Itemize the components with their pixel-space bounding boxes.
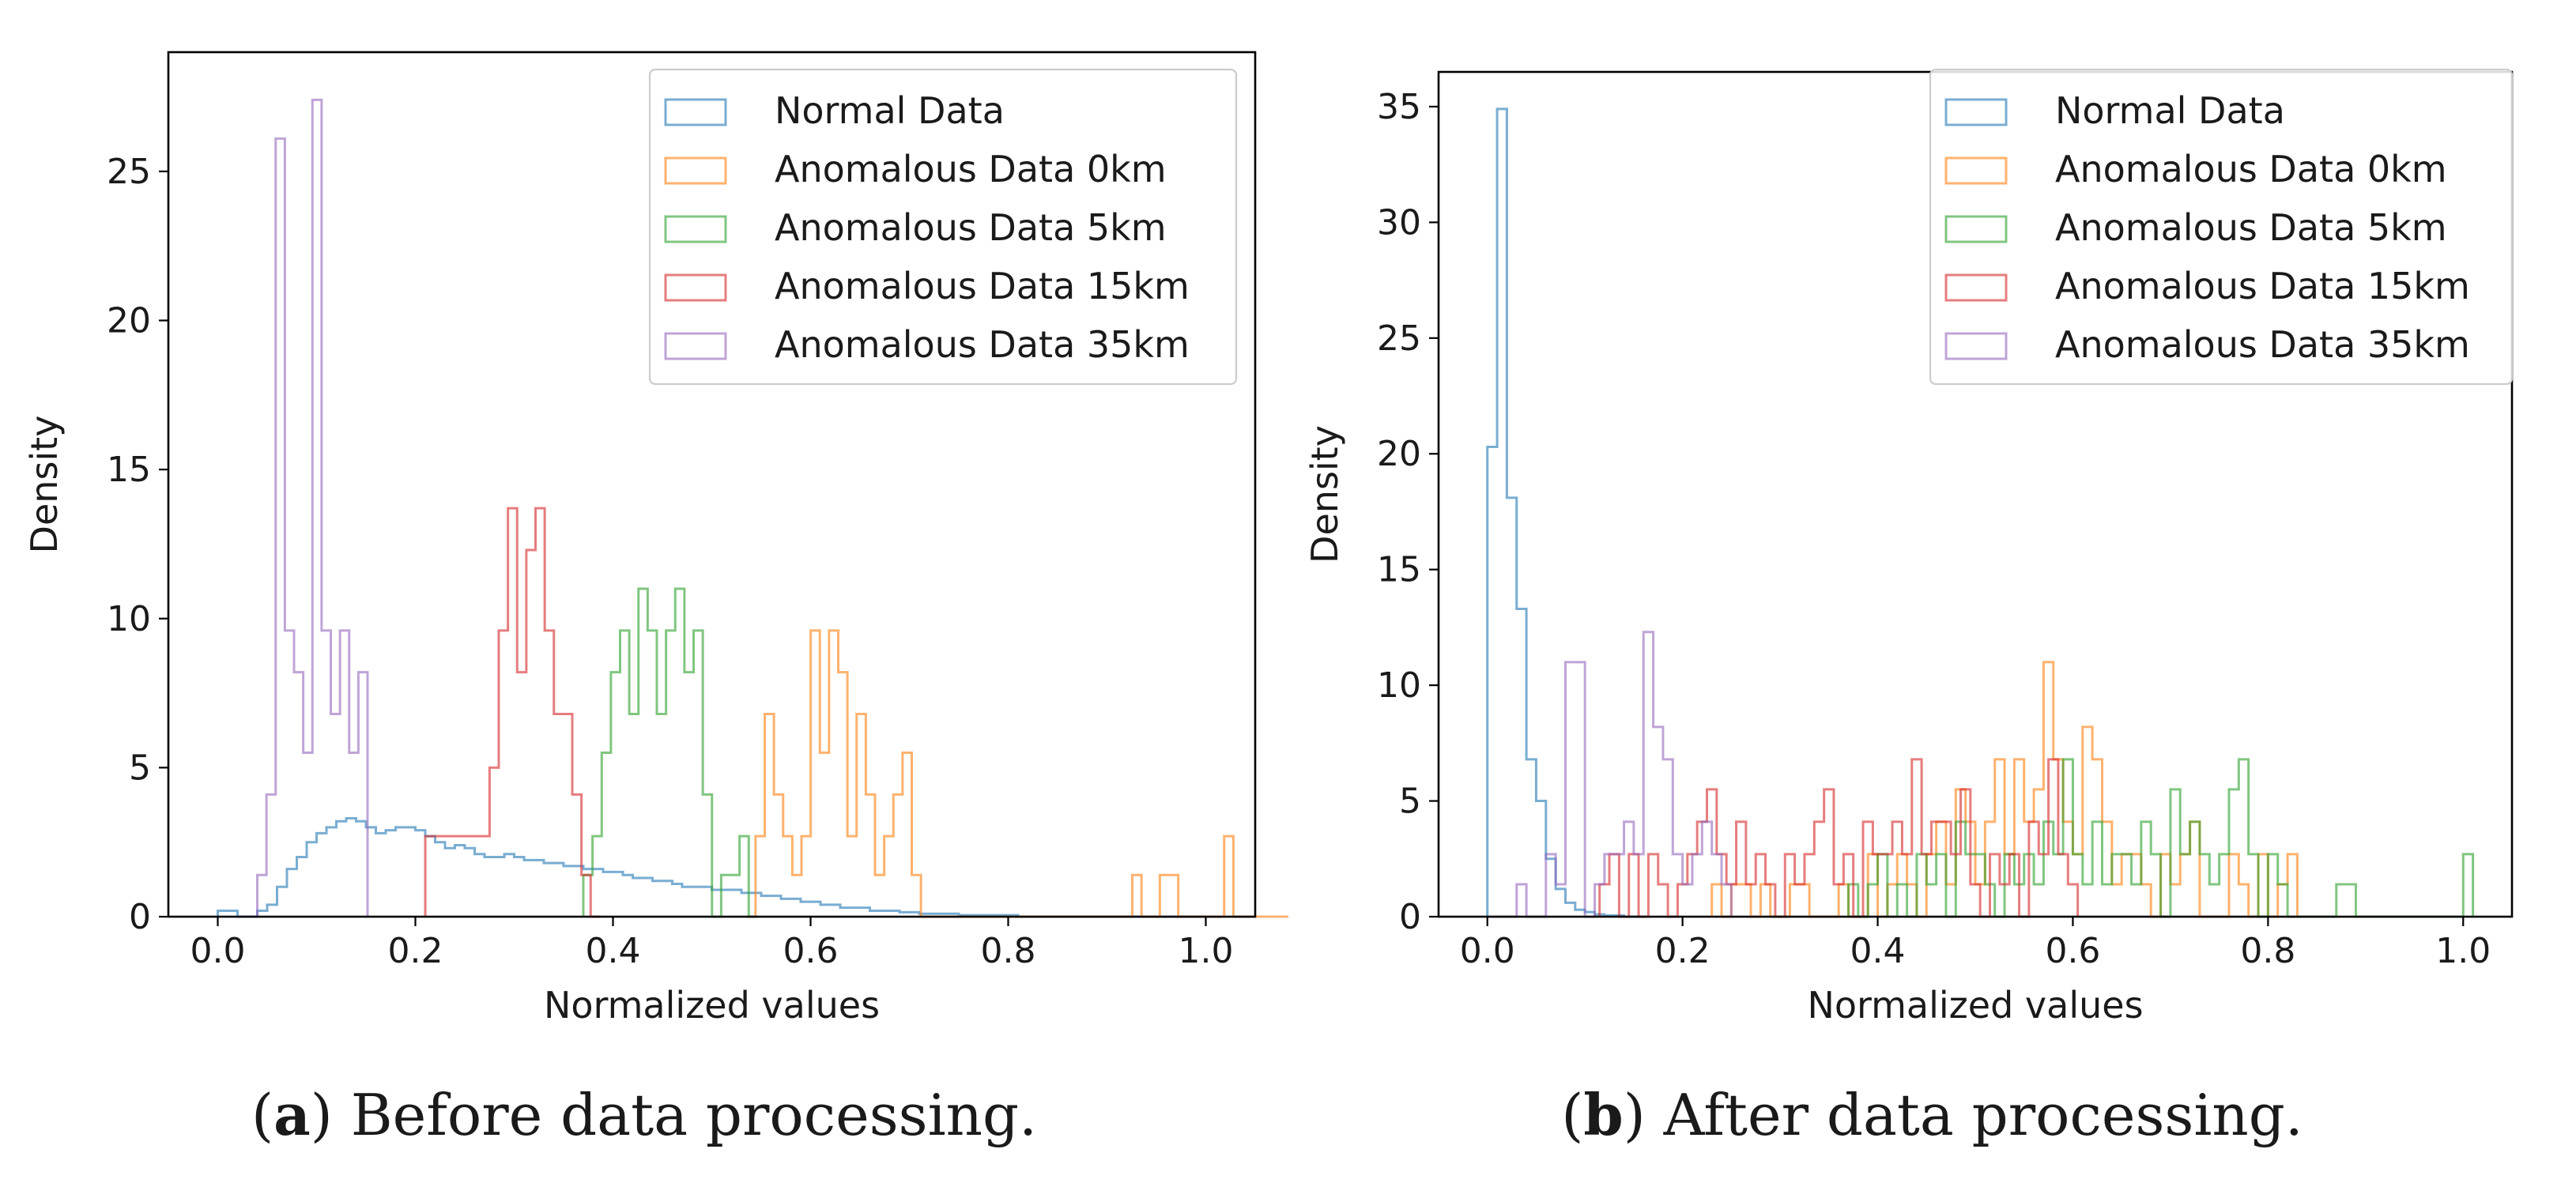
panel-after-processing: 0.0 0.2 0.4 0.6 0.8 1.0 0 5 10 15 20 25 30 35 Normaliz…	[1288, 0, 2576, 1183]
series-anomalous-data-35km	[256, 98, 369, 917]
caption-a-label: a	[273, 1081, 311, 1148]
y-tick-label: 5	[129, 748, 151, 788]
series-anomalous-data-5km	[582, 587, 758, 918]
x-tick-label: 0.8	[981, 931, 1036, 971]
legend-swatch-anomalous-data-35km	[664, 332, 727, 360]
y-axis-label: Density	[1303, 425, 1346, 563]
legend-label-anomalous-data-15km: Anomalous Data 15km	[775, 265, 1190, 307]
y-tick-label: 25	[107, 152, 151, 192]
plot-frame	[167, 51, 1257, 918]
caption-b: (b) After data processing.	[1561, 1081, 2303, 1148]
y-tick-label: 15	[107, 450, 151, 490]
x-tick-label: 0.6	[2045, 931, 2100, 971]
y-tick-label: 30	[1377, 202, 1421, 243]
y-tick-label: 20	[107, 301, 151, 341]
legend-swatch-normal-data	[1944, 98, 2008, 126]
series-anomalous-data-0km	[746, 629, 1288, 918]
series-normal-data	[217, 817, 1206, 918]
caption-a: (a) Before data processing.	[251, 1081, 1037, 1148]
panel-before-processing: 0.0 0.2 0.4 0.6 0.8 1.0 0 5 10 15 20 25 Normalized v…	[23, 51, 1288, 1148]
series-normal-data	[1486, 107, 1644, 918]
legend-swatch-anomalous-data-15km	[1944, 273, 2008, 302]
y-tick-label: 5	[1399, 782, 1421, 822]
x-tick-label: 0.2	[1655, 931, 1710, 971]
y-tick-label: 10	[1377, 665, 1421, 706]
legend-label-normal-data: Normal Data	[2055, 89, 2285, 132]
legend-swatch-anomalous-data-5km	[664, 215, 727, 243]
y-tick-label: 10	[107, 599, 151, 639]
x-axis-label: Normalized values	[544, 984, 880, 1027]
legend-label-anomalous-data-35km: Anomalous Data 35km	[775, 323, 1190, 366]
caption-b-text: ) After data processing.	[1623, 1082, 2303, 1148]
legend-label-anomalous-data-5km: Anomalous Data 5km	[775, 206, 1167, 249]
caption-a-text: ) Before data processing.	[310, 1082, 1037, 1148]
legend-label-anomalous-data-5km: Anomalous Data 5km	[2055, 206, 2447, 249]
series-anomalous-data-5km	[1847, 758, 2475, 918]
x-tick-label: 0.8	[2240, 931, 2295, 971]
histogram-after-processing: 0.0 0.2 0.4 0.6 0.8 1.0 0 5 10 15 20 25 30 35 Normaliz…	[1303, 68, 2514, 1027]
x-tick-label: 0.4	[1850, 931, 1906, 971]
series-anomalous-data-15km	[1598, 758, 2080, 918]
caption-b-label: b	[1583, 1081, 1624, 1148]
x-tick-label: 0.6	[783, 931, 839, 971]
x-tick-label: 0.0	[1460, 931, 1515, 971]
x-tick-label: 1.0	[1179, 931, 1234, 971]
legend-swatch-anomalous-data-0km	[664, 156, 727, 185]
legend-label-anomalous-data-0km: Anomalous Data 0km	[775, 148, 1167, 190]
legend-swatch-anomalous-data-5km	[1944, 215, 2008, 243]
histogram-before-processing: 0.0 0.2 0.4 0.6 0.8 1.0 0 5 10 15 20 25 Normalized v…	[23, 51, 1288, 1027]
x-tick-label: 0.2	[388, 931, 443, 971]
y-tick-label: 25	[1377, 318, 1421, 359]
x-tick-label: 1.0	[2435, 931, 2491, 971]
legend-box	[648, 68, 1238, 386]
x-tick-label: 0.0	[190, 931, 246, 971]
y-tick-label: 0	[1399, 897, 1421, 937]
legend-label-normal-data: Normal Data	[775, 89, 1005, 132]
y-tick-label: 15	[1377, 550, 1421, 590]
legend-swatch-anomalous-data-0km	[1944, 156, 2008, 185]
legend-label-anomalous-data-15km: Anomalous Data 15km	[2055, 265, 2470, 307]
legend-swatch-anomalous-data-35km	[1944, 332, 2008, 360]
legend-box	[1929, 68, 2514, 386]
legend-swatch-anomalous-data-15km	[664, 273, 727, 302]
y-tick-label: 0	[129, 897, 151, 937]
legend-label-anomalous-data-0km: Anomalous Data 0km	[2055, 148, 2447, 190]
x-axis-label: Normalized values	[1807, 984, 2143, 1027]
y-axis-label: Density	[23, 416, 66, 554]
x-tick-label: 0.4	[586, 931, 641, 971]
legend-label-anomalous-data-35km: Anomalous Data 35km	[2055, 323, 2470, 366]
y-tick-label: 20	[1377, 434, 1421, 474]
legend-swatch-normal-data	[664, 98, 727, 126]
series-anomalous-data-15km	[424, 507, 600, 918]
y-tick-label: 35	[1377, 87, 1421, 127]
